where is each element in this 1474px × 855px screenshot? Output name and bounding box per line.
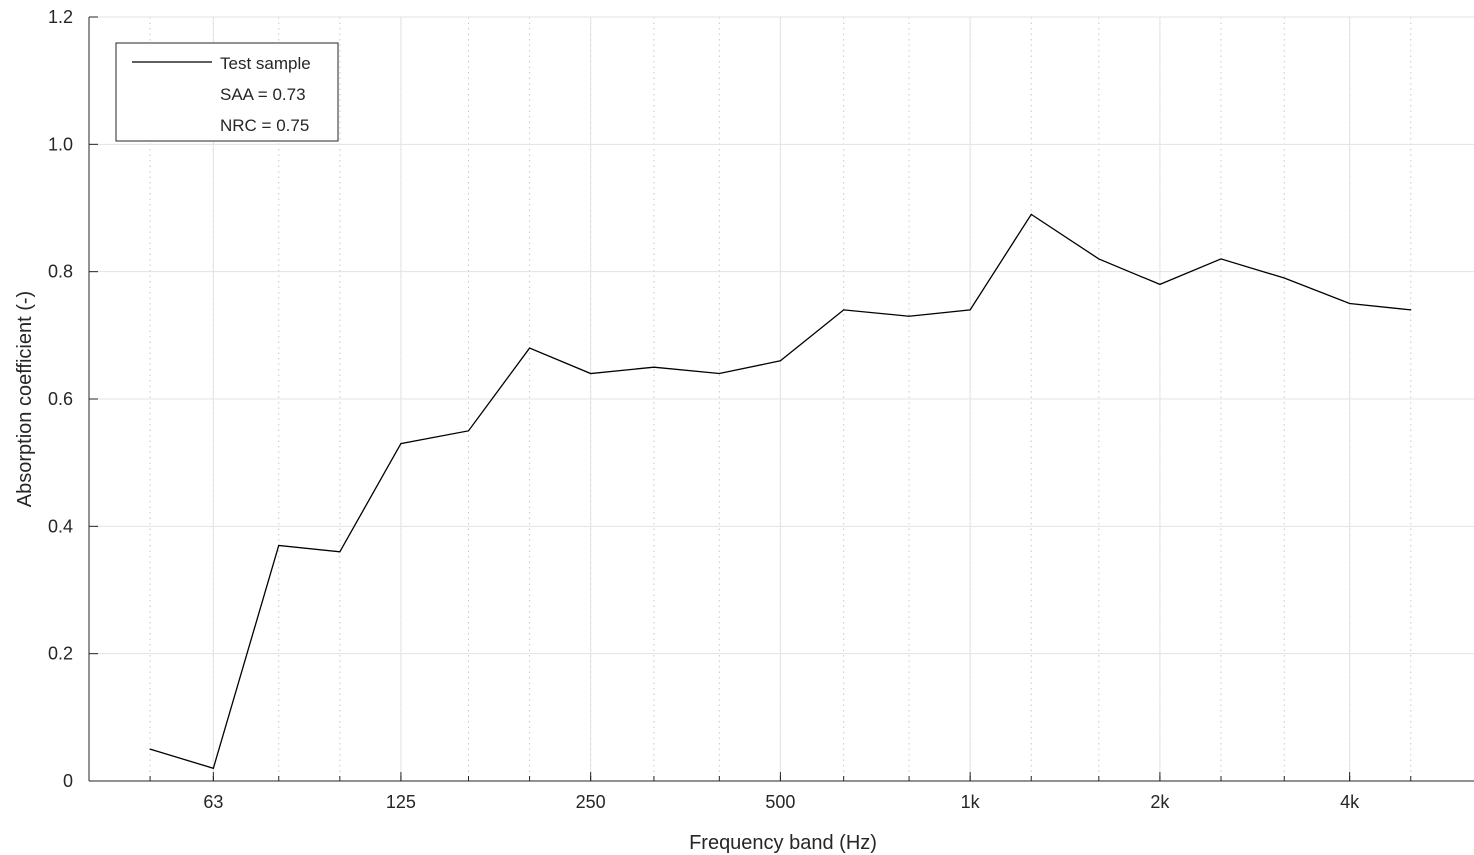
axes: [88, 16, 1474, 782]
y-tick-label: 0.4: [48, 516, 73, 536]
y-tick-label: 0.2: [48, 644, 73, 664]
data-point: [467, 430, 470, 432]
y-tick-label: 1.2: [48, 7, 73, 27]
y-tick-label: 0: [63, 771, 73, 791]
data-point: [1220, 258, 1222, 260]
tick-labels: 63 125 250 500 1k 2k 4k 0 0.2 0.4 0.6 0.8 1.0 1.2: [48, 7, 1360, 812]
data-point: [1030, 213, 1032, 215]
data-point: [212, 767, 214, 769]
data-point: [149, 748, 151, 750]
data-point: [528, 347, 531, 349]
x-tick-label: 250: [576, 792, 606, 812]
x-tick-label: 500: [765, 792, 795, 812]
y-tick-label: 1.0: [48, 134, 73, 154]
data-point: [908, 315, 910, 317]
data-point: [1283, 277, 1285, 279]
grid: [89, 16, 1474, 782]
x-tick-label: 2k: [1150, 792, 1170, 812]
legend: Test sample SAA = 0.73 NRC = 0.75: [115, 42, 339, 142]
data-point: [779, 360, 782, 362]
data-point: [278, 544, 280, 547]
x-tick-label: 1k: [961, 792, 981, 812]
data-point: [969, 309, 971, 311]
data-point: [1098, 258, 1100, 260]
x-tick-label: 125: [386, 792, 416, 812]
x-tick-label: 4k: [1340, 792, 1360, 812]
y-axis-label: Absorption coefficient (-): [14, 291, 36, 507]
data-point: [718, 372, 720, 375]
data-point: [400, 442, 402, 445]
legend-note-saa: SAA = 0.73: [220, 85, 306, 104]
legend-box: [115, 42, 339, 142]
y-tick-label: 0.8: [48, 262, 73, 282]
data-point: [339, 551, 341, 553]
x-tick-label: 63: [203, 792, 223, 812]
series-layer: [149, 213, 1412, 770]
data-point: [843, 309, 845, 311]
data-point: [653, 366, 655, 368]
x-axis-label: Frequency band (Hz): [689, 832, 877, 854]
data-point: [1159, 283, 1161, 285]
data-point: [590, 372, 592, 375]
legend-entry-test-sample: Test sample: [220, 54, 311, 73]
y-tick-label: 0.6: [48, 389, 73, 409]
legend-note-nrc: NRC = 0.75: [220, 116, 309, 135]
data-point: [1410, 309, 1412, 311]
data-point: [1349, 302, 1351, 305]
